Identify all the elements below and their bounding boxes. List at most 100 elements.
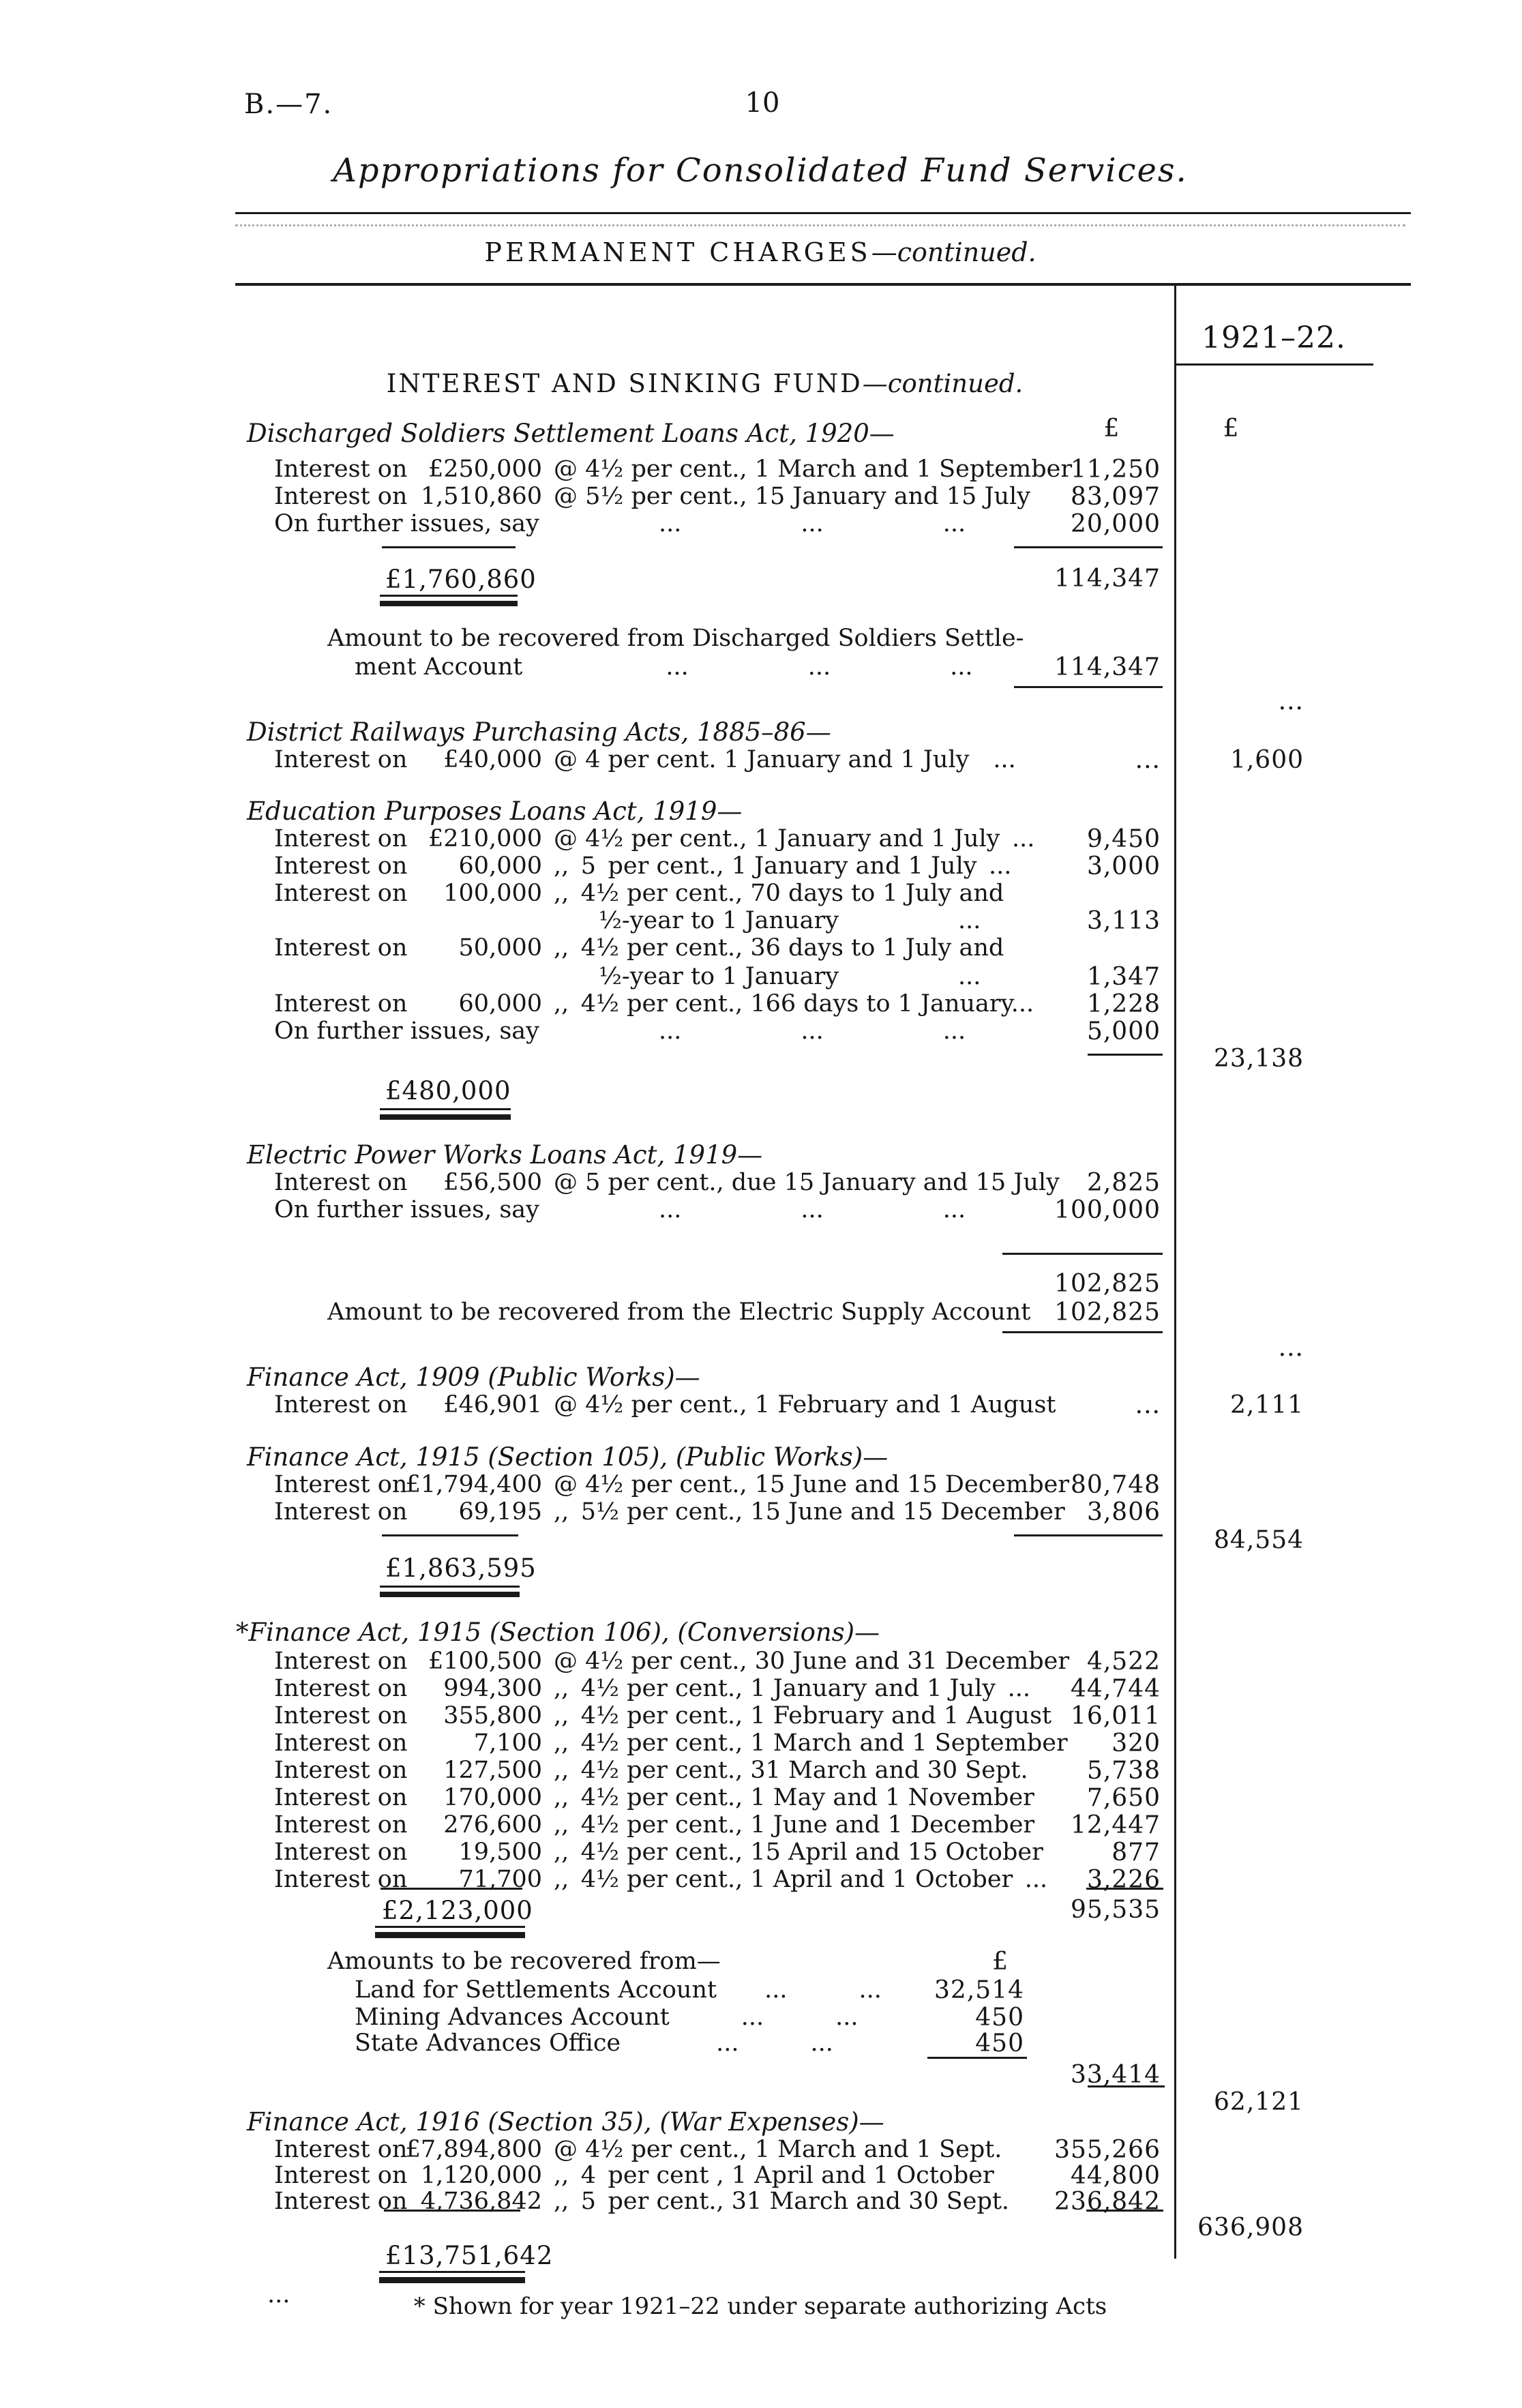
amount-col1: 83,097 [968,483,1161,511]
document-page: B.—7. 10 Appropriations for Consolidated… [0,0,1522,2408]
amount-col1: 16,011 [968,1702,1161,1730]
row-detail: @ 4½ per cent., 1 March and 1 Sept. [554,2136,1002,2163]
table-row: £1,863,595 [0,1554,1522,1585]
act-heading-row: Discharged Soldiers Settlement Loans Act… [0,419,1522,450]
amount-col1: 114,347 [968,565,1161,593]
document-title: Appropriations for Consolidated Fund Ser… [235,151,1285,190]
act-heading-row: Education Purposes Loans Act, 1919— [0,797,1522,828]
act-heading-row: Finance Act, 1909 (Public Works)— [0,1363,1522,1394]
amount-col1: 44,800 [968,2162,1161,2190]
amount-col2-1921-22: 84,554 [1188,1526,1304,1554]
amount-col1: 2,825 [968,1169,1161,1197]
amount-col1: 3,806 [968,1498,1161,1526]
rule-line [235,283,1411,286]
act-title: Education Purposes Loans Act, 1919— [247,797,742,826]
amount-col1: 44,744 [968,1675,1161,1703]
inner-amount: 450 [899,2030,1024,2057]
total-amount: £1,863,595 [385,1554,537,1583]
row-detail: ,, 4½ per cent., 1 January and 1 July ..… [554,1675,1030,1702]
double-rule-top [380,595,518,597]
table-row: ment Account ... ... ...114,347 [0,653,1522,685]
row-label: Interest on [274,1702,407,1729]
subtotal-rule [1014,686,1163,688]
table-row: On further issues, say ... ... ...20,000 [0,510,1522,541]
amount-col1: 5,000 [968,1017,1161,1045]
amount-col1: 102,825 [968,1298,1161,1326]
table-row: £2,123,00095,535 [0,1896,1522,1927]
amount-col1: 9,450 [968,825,1161,853]
subtotal-rule [1088,2085,1165,2087]
row-detail: ,, 4½ per cent., 1 May and 1 November [554,1784,1034,1811]
double-rule-top [380,1586,520,1588]
act-heading-row: Electric Power Works Loans Act, 1919— [0,1140,1522,1172]
row-label: Interest on [274,1648,407,1675]
act-title: Finance Act, 1915 (Section 105), (Public… [247,1442,888,1472]
row-label: Interest on [274,1471,407,1498]
subtotal-rule [384,2210,520,2212]
double-rule-top [375,1926,525,1928]
inner-amount: 32,514 [899,1976,1024,2004]
section-heading: PERMANENT CHARGES—continued. [235,237,1285,267]
act-title: Finance Act, 1909 (Public Works)— [247,1363,700,1392]
principal-amount: £1,794,400 [392,1471,542,1498]
table-row: ... [0,1334,1522,1365]
row-text: Mining Advances Account ... ... [355,2004,859,2031]
principal-amount: 127,500 [392,1757,542,1784]
principal-amount: 19,500 [392,1839,542,1866]
principal-amount: 1,120,000 [392,2162,542,2189]
principal-amount: 69,195 [392,1498,542,1526]
principal-amount: £40,000 [392,746,542,773]
subtotal-rule [1002,1253,1163,1255]
amount-col2-1921-22: 23,138 [1188,1045,1304,1073]
principal-amount: £100,500 [392,1648,542,1675]
row-text: ½-year to 1 January ... [599,907,981,934]
principal-amount: £210,000 [392,825,542,852]
total-amount: £1,760,860 [385,565,537,594]
rule-line-faint [235,224,1405,226]
document-reference: B.—7. [244,89,333,120]
total-amount: £13,751,642 [385,2241,553,2270]
row-detail: ,, 4½ per cent., 31 March and 30 Sept. [554,1757,1028,1784]
table-row: Amount to be recovered from Discharged S… [0,625,1522,656]
page-number: 10 [721,87,803,119]
amount-col1: 102,825 [968,1270,1161,1298]
row-text: ment Account ... ... ... [355,653,972,681]
amount-col1: 114,347 [968,653,1161,681]
double-rule-top [380,1108,511,1110]
double-rule-bottom [379,2277,525,2283]
amount-col1: 100,000 [968,1196,1161,1224]
act-heading-row: Finance Act, 1916 (Section 35), (War Exp… [0,2107,1522,2139]
double-rule-bottom [380,601,518,606]
principal-amount: 355,800 [392,1702,542,1729]
section-heading-continued: —continued. [871,237,1036,267]
row-detail: @ 4 per cent. 1 January and 1 July ... [554,746,1016,773]
row-text: Amounts to be recovered from— [327,1948,721,1975]
act-title: Finance Act, 1916 (Section 35), (War Exp… [247,2107,884,2137]
subtotal-rule [1088,1054,1163,1056]
principal-amount: 100,000 [392,880,542,907]
amount-col1: ... [968,1391,1161,1419]
amount-col2-1921-22: 2,111 [1188,1391,1304,1419]
row-text: State Advances Office ... ... [355,2030,833,2057]
row-label: Interest on [274,852,407,880]
row-label: Interest on [274,746,407,773]
table-row: Amounts to be recovered from—£ [0,1948,1522,1979]
table-row: Interest on71,700,, 4½ per cent., 1 Apri… [0,1866,1522,1897]
table-row: Interest on50,000,, 4½ per cent., 36 day… [0,934,1522,966]
row-detail: ,, 4 per cent , 1 April and 1 October [554,2162,994,2189]
row-detail: ,, 4½ per cent., 1 June and 1 December [554,1811,1034,1839]
row-detail: @ 5½ per cent., 15 January and 15 July [554,483,1030,510]
row-label: Interest on [274,1839,407,1866]
row-label: Interest on [274,1169,407,1196]
table-row: Interest on£46,901@ 4½ per cent., 1 Febr… [0,1391,1522,1423]
double-rule-bottom [375,1932,525,1938]
act-title: Discharged Soldiers Settlement Loans Act… [247,419,895,448]
subsection-heading-continued: —continued. [863,369,1024,398]
subtotal-rule [382,546,516,548]
row-detail: ,, 4½ per cent., 36 days to 1 July and [554,934,1004,962]
principal-amount: 1,510,860 [392,483,542,510]
row-text: On further issues, say ... ... ... [274,1196,966,1223]
row-label: Interest on [274,2136,407,2163]
amount-col1: 33,414 [968,2061,1161,2089]
principal-amount: 276,600 [392,1811,542,1839]
